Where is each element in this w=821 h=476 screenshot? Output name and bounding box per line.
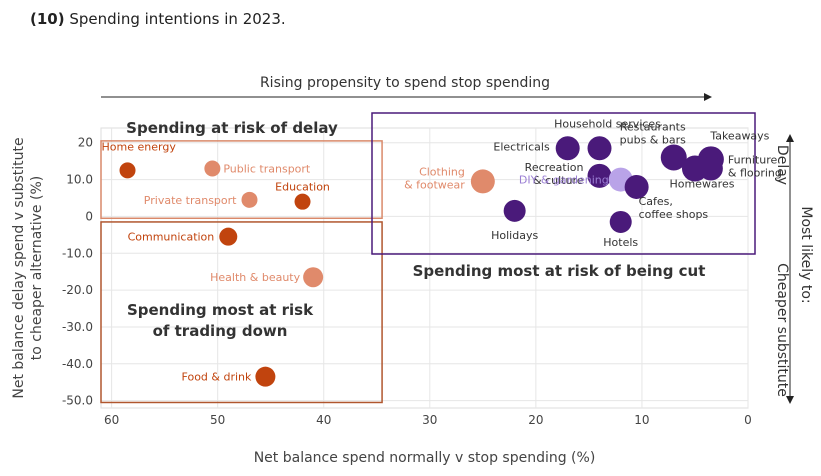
x-tick-label: 20 (528, 413, 543, 427)
data-point-label: Home energy (102, 140, 177, 153)
data-point (503, 199, 526, 222)
data-point (255, 366, 276, 387)
chart-heading: (10) Spending intentions in 2023. (30, 10, 286, 28)
x-axis-title: Net balance spend normally v stop spendi… (254, 450, 596, 466)
data-point-label: Homewares (669, 178, 734, 191)
x-tick-label: 10 (634, 413, 649, 427)
data-point-label: Household services (554, 117, 661, 130)
data-point (219, 227, 238, 246)
heading-text: Spending intentions in 2023. (69, 10, 286, 28)
data-point (624, 174, 649, 199)
y-tick-label: -50.0 (62, 394, 93, 408)
data-point-label: Recreation & culture (525, 161, 584, 187)
y-tick-label: -10.0 (62, 246, 93, 260)
data-point (555, 136, 580, 161)
data-point-label: Restaurants pubs & bars (620, 120, 686, 146)
y-tick-label: -40.0 (62, 357, 93, 371)
data-point-label: Hotels (603, 236, 638, 249)
x-tick-label: 50 (210, 413, 225, 427)
data-point (470, 169, 495, 194)
data-point-label: Health & beauty (210, 271, 300, 284)
x-tick-label: 30 (422, 413, 437, 427)
data-point-label: Education (275, 181, 330, 194)
x-tick-label: 60 (104, 413, 119, 427)
x-tick-label: 40 (316, 413, 331, 427)
heading-number: (10) (30, 10, 65, 28)
data-point-label: Clothing & footwear (404, 165, 465, 191)
data-point (241, 191, 258, 208)
quadrant-box (100, 140, 383, 220)
data-point-label: Takeaways (709, 129, 769, 142)
data-point-label: Furniture & flooring (728, 154, 782, 180)
data-point-label: Cafes, coffee shops (639, 195, 709, 221)
data-point (119, 162, 136, 179)
right-arrow-head-bottom (786, 396, 794, 404)
data-point (698, 156, 723, 181)
data-point (587, 163, 612, 188)
top-arrow-head (704, 93, 712, 101)
data-point-label: Holidays (491, 229, 538, 242)
data-point (587, 136, 612, 161)
data-point-label: DIY & gardening (519, 174, 609, 187)
x-tick-label: 0 (744, 413, 752, 427)
right-axis-substitute-label: Cheaper substitute (774, 263, 790, 397)
y-tick-label: -30.0 (62, 320, 93, 334)
data-point (660, 144, 687, 171)
quadrant-box (100, 221, 383, 404)
data-point-label: Food & drink (182, 371, 252, 384)
y-tick-label: -20.0 (62, 283, 93, 297)
y-axis-title: Net balance delay spend v substitute to c… (11, 137, 45, 398)
data-point (204, 160, 221, 177)
data-point-label: Electricals (493, 140, 550, 153)
right-arrow-head-top (786, 134, 794, 142)
y-tick-label: 0 (85, 209, 93, 223)
quadrant-label: Spending most at risk of being cut (413, 262, 706, 280)
data-point (609, 210, 632, 233)
right-axis-title: Most likely to: (798, 206, 814, 303)
data-point-label: Public transport (223, 163, 311, 176)
data-point (294, 193, 311, 210)
y-tick-label: 20 (78, 136, 93, 150)
quadrant-label: Spending at risk of delay (126, 119, 338, 137)
right-axis-delay-label: Delay (774, 145, 790, 185)
data-point-label: Communication (128, 231, 215, 244)
quadrant-box (371, 112, 756, 255)
y-tick-label: 10.0 (66, 173, 93, 187)
quadrant-label: Spending most at risk of trading down (127, 301, 314, 340)
data-point (303, 267, 324, 288)
data-point-label: Private transport (144, 194, 237, 207)
top-arrow-label: Rising propensity to spend stop spending (260, 75, 550, 91)
